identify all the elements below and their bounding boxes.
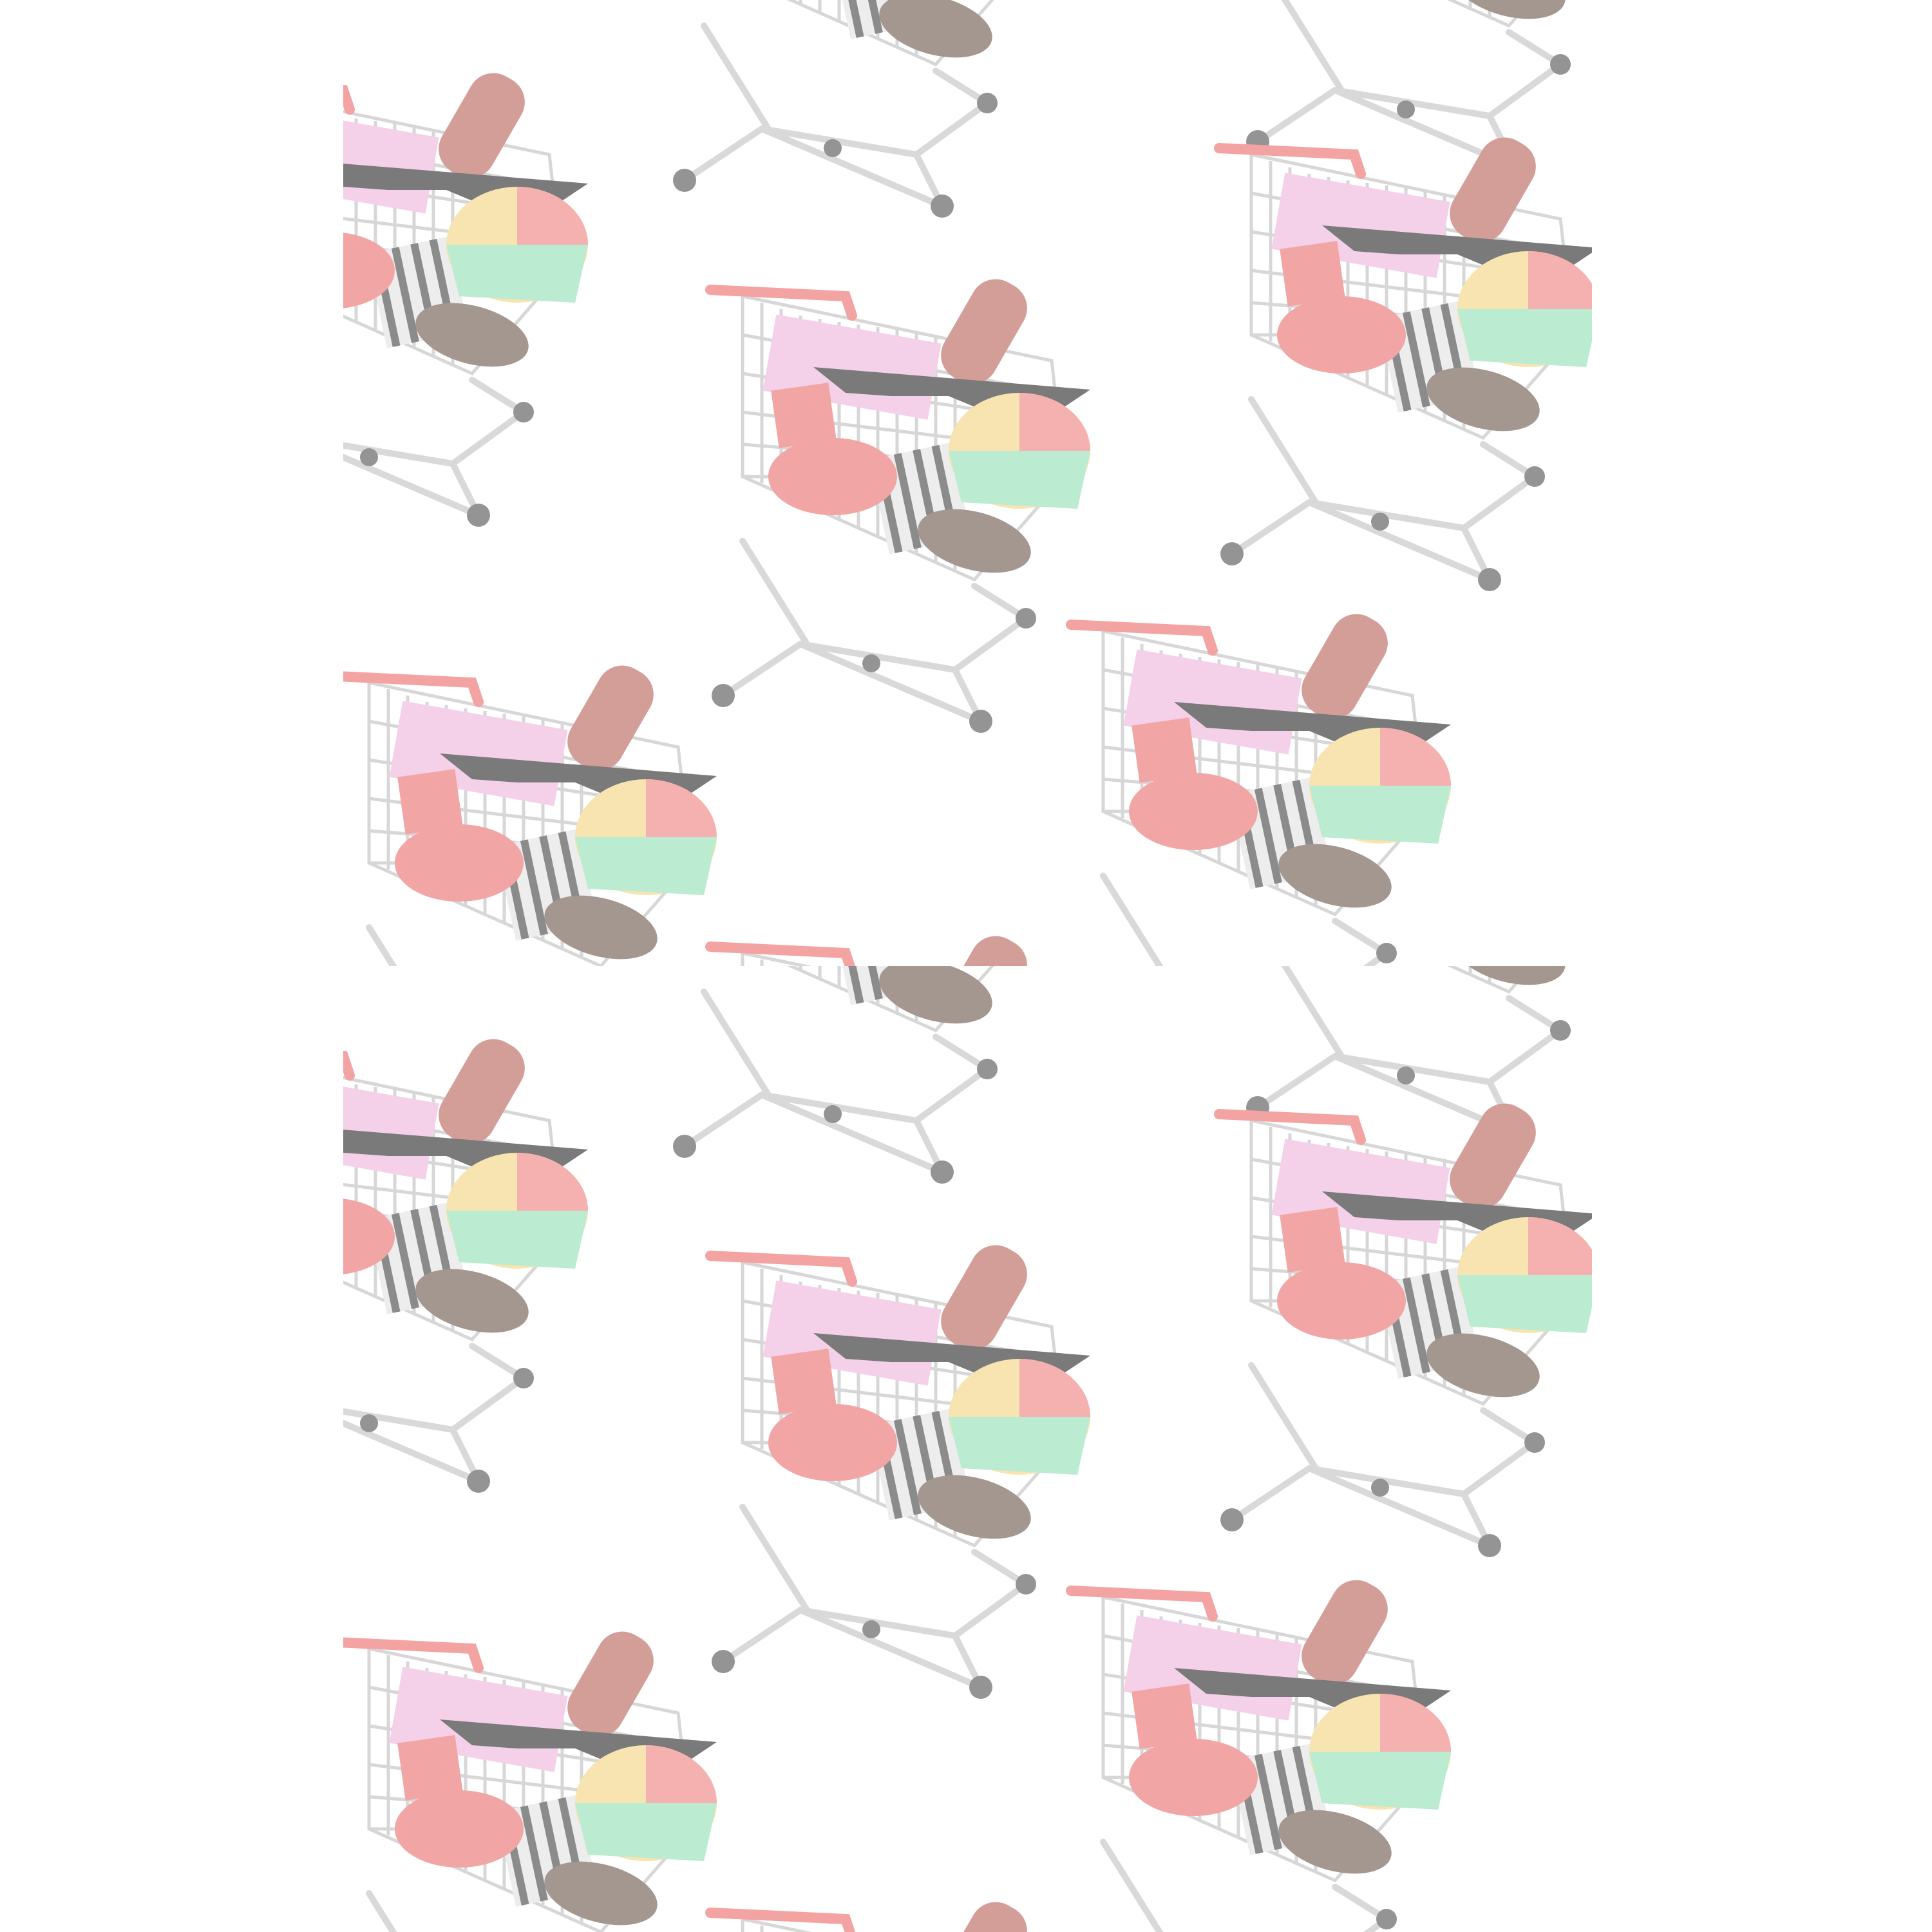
shopping-cart-icon xyxy=(343,1039,652,1494)
shopping-cart-icon xyxy=(704,1902,1155,1932)
shopping-cart-icon xyxy=(343,665,781,966)
shopping-cart-icon xyxy=(343,1631,781,1932)
pattern-panel-bottom xyxy=(343,966,1592,1932)
shopping-cart-icon xyxy=(704,279,1155,734)
shopping-cart-icon xyxy=(665,0,1116,219)
shopping-cart-icon xyxy=(665,966,1116,1185)
shopping-cart-icon xyxy=(1213,1103,1592,1558)
shopping-cart-icon xyxy=(1213,137,1592,592)
shopping-cart-icon xyxy=(704,1245,1155,1700)
shopping-cart-icon xyxy=(343,73,652,528)
pattern-panel-top xyxy=(343,0,1592,966)
shopping-cart-icon xyxy=(1065,614,1515,966)
shopping-cart-icon xyxy=(704,936,1155,966)
shopping-cart-icon xyxy=(1065,1580,1515,1932)
